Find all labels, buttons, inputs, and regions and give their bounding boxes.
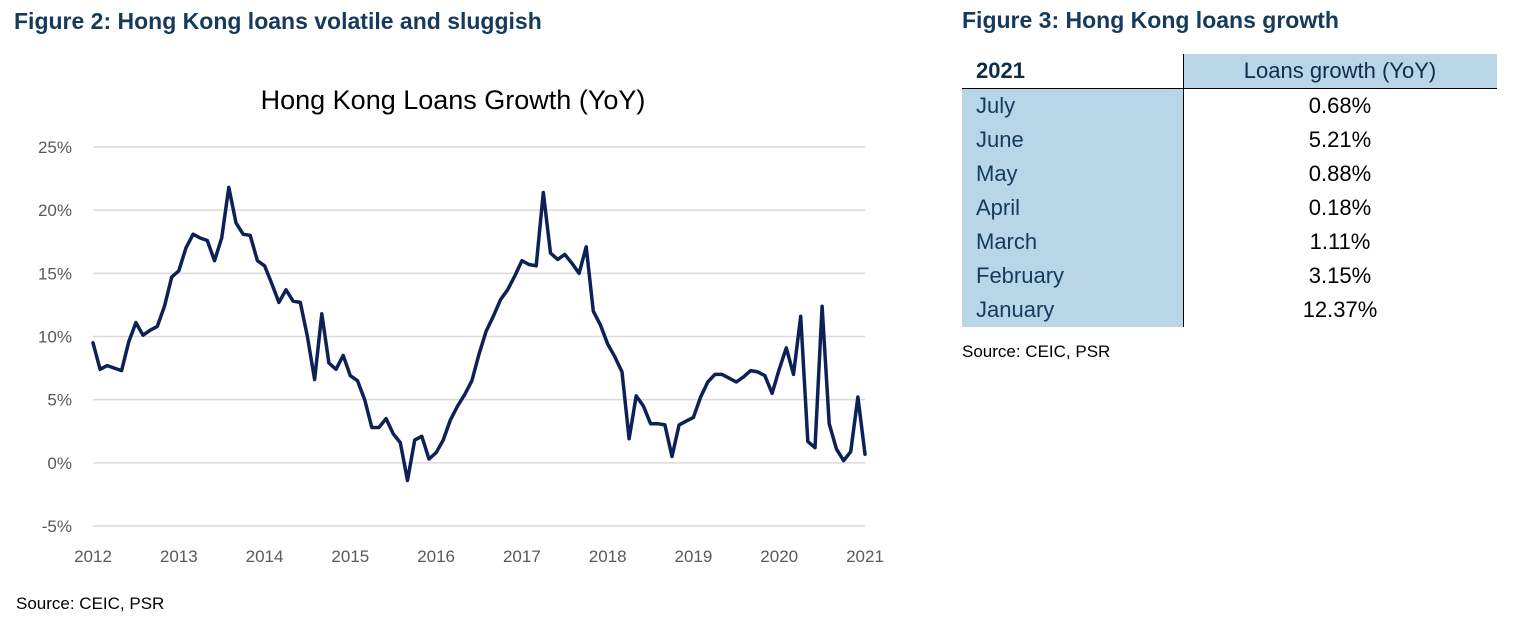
x-tick-label: 2012 [74, 547, 112, 566]
table-row: May 0.88% [962, 157, 1497, 191]
row-value: 0.88% [1182, 157, 1497, 191]
x-tick-label: 2016 [417, 547, 455, 566]
table-row: January 12.37% [962, 293, 1497, 327]
table-row: March 1.11% [962, 225, 1497, 259]
y-tick-label: 15% [38, 264, 72, 283]
row-month: February [962, 259, 1183, 293]
table-row: June 5.21% [962, 123, 1497, 157]
row-month: May [962, 157, 1183, 191]
y-tick-label: 0% [47, 454, 72, 473]
x-tick-label: 2020 [760, 547, 798, 566]
x-tick-label: 2015 [331, 547, 369, 566]
row-month: June [962, 123, 1183, 157]
figure-2-title: Figure 2: Hong Kong loans volatile and s… [14, 8, 542, 34]
figure-3-title: Figure 3: Hong Kong loans growth [962, 7, 1339, 33]
x-tick-label: 2013 [160, 547, 198, 566]
x-tick-label: 2019 [675, 547, 713, 566]
header-loans-growth: Loans growth (YoY) [1182, 54, 1497, 89]
row-value: 0.68% [1182, 88, 1497, 123]
loans-growth-chart: Hong Kong Loans Growth (YoY) 25% 20% 15% 10… [38, 85, 884, 566]
table-row: July 0.68% [962, 88, 1497, 123]
row-month: April [962, 191, 1183, 225]
table-header-row: 2021 Loans growth (YoY) [962, 54, 1497, 89]
table-row: April 0.18% [962, 191, 1497, 225]
row-value: 12.37% [1182, 293, 1497, 327]
row-month: July [962, 88, 1183, 123]
gridlines [93, 146, 865, 527]
row-month: January [962, 293, 1183, 327]
row-month: March [962, 225, 1183, 259]
header-year: 2021 [962, 54, 1183, 89]
table-row: February 3.15% [962, 259, 1497, 293]
y-tick-label: 25% [38, 138, 72, 157]
row-value: 1.11% [1182, 225, 1497, 259]
figure-2-source: Source: CEIC, PSR [16, 594, 165, 613]
x-tick-label: 2021 [846, 547, 884, 566]
y-tick-label: -5% [42, 517, 72, 536]
y-axis-ticks: 25% 20% 15% 10% 5% 0% -5% [38, 138, 72, 536]
row-value: 5.21% [1182, 123, 1497, 157]
y-tick-label: 5% [47, 391, 72, 410]
row-value: 3.15% [1182, 259, 1497, 293]
series-line [91, 185, 867, 483]
loans-growth-table: 2021 Loans growth (YoY) July 0.68% June 5.… [962, 54, 1497, 327]
x-axis-ticks: 2012 2013 2014 2015 2016 2017 2018 2019 2020 2021 [74, 547, 884, 566]
series-line-layer [91, 185, 867, 483]
y-tick-label: 20% [38, 201, 72, 220]
x-tick-label: 2017 [503, 547, 541, 566]
x-tick-label: 2018 [589, 547, 627, 566]
x-tick-label: 2014 [246, 547, 284, 566]
chart-title: Hong Kong Loans Growth (YoY) [261, 85, 646, 115]
y-tick-label: 10% [38, 328, 72, 347]
figure-3-source: Source: CEIC, PSR [962, 342, 1111, 361]
row-value: 0.18% [1182, 191, 1497, 225]
